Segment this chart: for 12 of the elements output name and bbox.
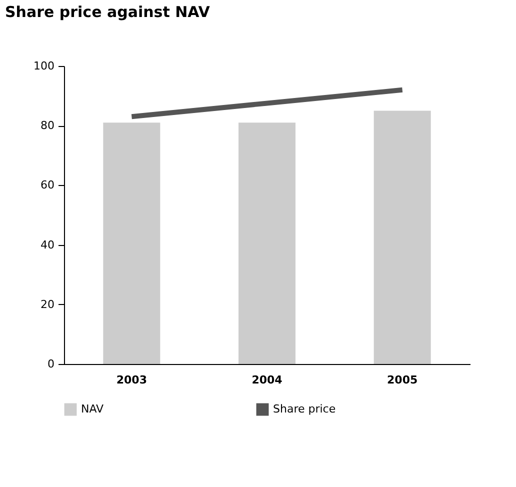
chart-title: Share price against NAV (5, 3, 210, 21)
y-tick-label: 0 (48, 358, 54, 370)
y-tick-label: 100 (34, 60, 54, 72)
legend-label: Share price (273, 402, 336, 416)
x-tick-label: 2004 (252, 374, 283, 386)
y-tick-label: 40 (40, 238, 54, 252)
x-tick-label: 2003 (116, 374, 147, 386)
x-tick-label: 2005 (387, 374, 418, 386)
y-tick-label: 60 (40, 178, 54, 192)
y-tick-label: 20 (40, 298, 54, 311)
y-tick-label: 80 (40, 119, 54, 132)
legend-label: NAV (81, 402, 104, 416)
